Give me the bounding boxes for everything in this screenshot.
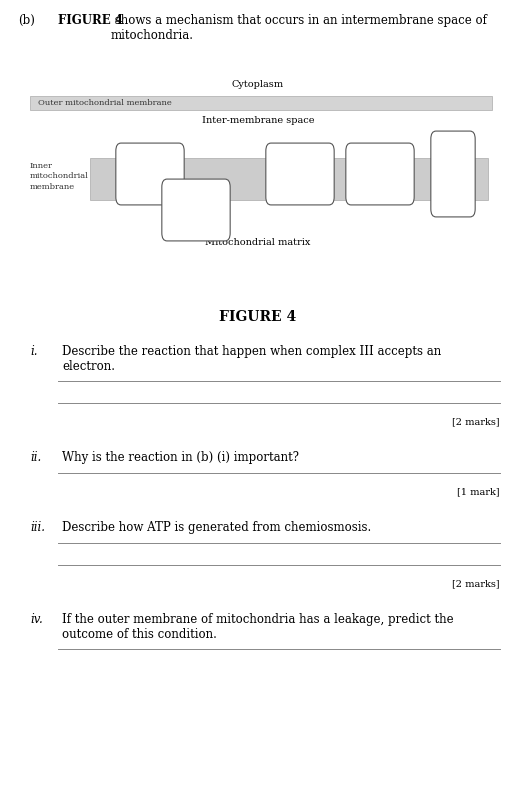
Text: If the outer membrane of mitochondria has a leakage, predict the
outcome of this: If the outer membrane of mitochondria ha… [62,613,453,641]
Text: iii.: iii. [30,521,45,534]
Text: [1 mark]: [1 mark] [458,487,500,496]
Text: III: III [294,177,306,186]
Text: FIGURE 4: FIGURE 4 [58,14,123,27]
Text: Cytoplasm: Cytoplasm [232,80,284,89]
Text: i.: i. [30,345,38,358]
Text: Why is the reaction in (b) (i) important?: Why is the reaction in (b) (i) important… [62,451,299,464]
Text: I: I [148,177,152,186]
FancyBboxPatch shape [266,143,334,205]
Text: Complex: Complex [358,160,402,169]
Text: Complex: Complex [174,196,218,205]
Text: IV: IV [374,177,386,186]
Text: Describe the reaction that happen when complex III accepts an
electron.: Describe the reaction that happen when c… [62,345,441,373]
FancyBboxPatch shape [30,96,492,110]
Text: Inner
mitochondrial
membrane: Inner mitochondrial membrane [30,162,89,191]
Text: Complex: Complex [278,160,322,169]
FancyBboxPatch shape [346,143,414,205]
Text: shows a mechanism that occurs in an intermembrane space of
mitochondria.: shows a mechanism that occurs in an inte… [111,14,487,42]
FancyBboxPatch shape [90,158,488,200]
Text: II: II [192,213,200,223]
Text: FIGURE 4: FIGURE 4 [219,310,297,324]
Text: [2 marks]: [2 marks] [452,417,500,426]
Text: Outer mitochondrial membrane: Outer mitochondrial membrane [38,99,172,107]
Text: Complex: Complex [128,160,172,169]
Text: (b): (b) [18,14,35,27]
FancyBboxPatch shape [116,143,184,205]
Text: iv.: iv. [30,613,43,626]
Text: Describe how ATP is generated from chemiosmosis.: Describe how ATP is generated from chemi… [62,521,371,534]
Text: ii.: ii. [30,451,41,464]
Text: Complex V: Complex V [449,154,457,195]
FancyBboxPatch shape [431,131,475,217]
Text: Mitochondrial matrix: Mitochondrial matrix [205,238,311,247]
Text: [2 marks]: [2 marks] [452,579,500,588]
Text: Inter-membrane space: Inter-membrane space [202,116,314,125]
FancyBboxPatch shape [162,179,230,241]
